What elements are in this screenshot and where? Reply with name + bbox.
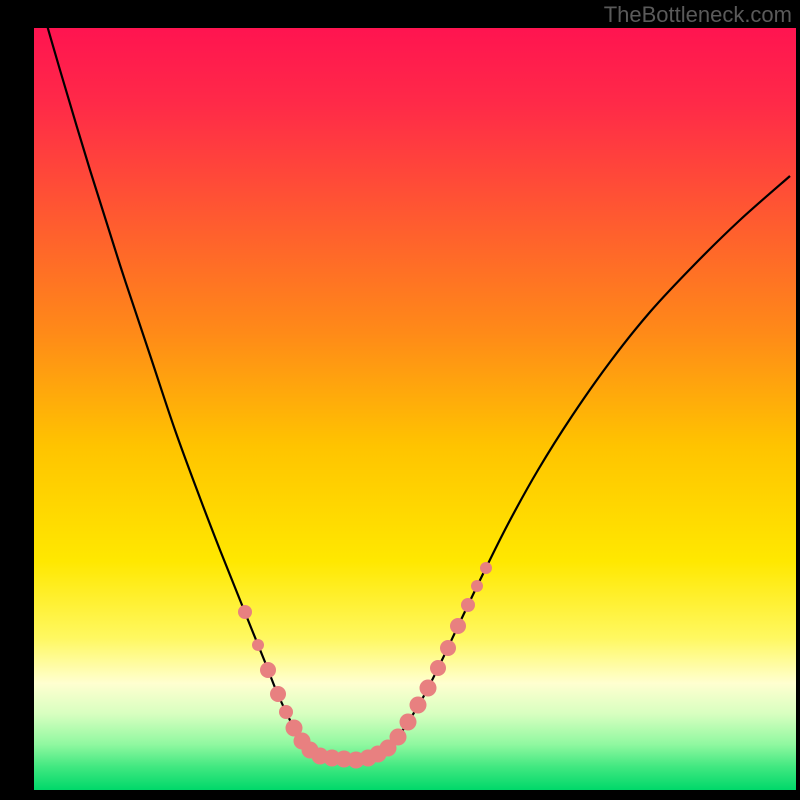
- marker-right: [461, 598, 475, 612]
- marker-left: [260, 662, 276, 678]
- watermark-text: TheBottleneck.com: [604, 2, 792, 28]
- curve-layer: [34, 28, 796, 790]
- marker-right: [471, 580, 483, 592]
- plot-area: [34, 28, 796, 790]
- marker-right: [480, 562, 492, 574]
- marker-left: [238, 605, 252, 619]
- marker-left: [279, 705, 293, 719]
- marker-right: [450, 618, 466, 634]
- marker-right: [390, 729, 407, 746]
- marker-right: [410, 697, 427, 714]
- marker-right: [440, 640, 456, 656]
- marker-left: [270, 686, 286, 702]
- marker-right: [430, 660, 446, 676]
- marker-left: [252, 639, 264, 651]
- bottleneck-curve: [34, 0, 790, 760]
- marker-right: [400, 714, 417, 731]
- marker-right: [420, 680, 437, 697]
